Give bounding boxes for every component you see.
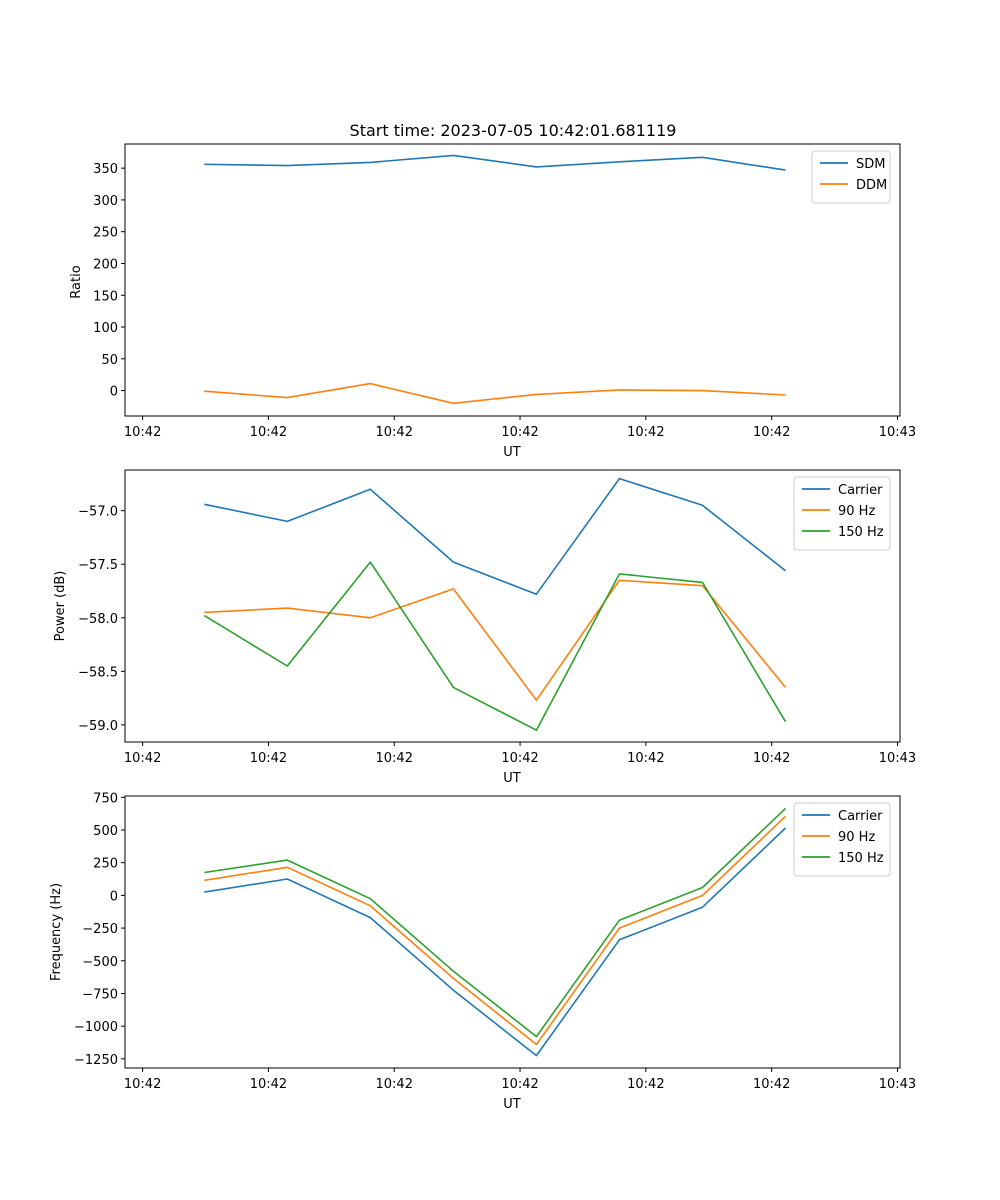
y-tick-label: −57.0 xyxy=(78,505,118,520)
x-tick-label: 10:42 xyxy=(627,751,664,766)
y-axis-ticks: −1250 −1000 −750 −500 −250 0 250 500 750 xyxy=(74,791,125,1068)
plot-frame xyxy=(124,795,901,1069)
legend-entry: 150 Hz xyxy=(838,851,884,866)
series-line-150-hz xyxy=(204,807,787,1038)
y-tick-label: 200 xyxy=(93,257,118,272)
y-axis-label: Power (dB) xyxy=(53,571,68,642)
y-axis-ticks: 0 50 100 150 200 250 300 350 xyxy=(93,162,125,400)
x-tick-label: 10:42 xyxy=(627,425,664,440)
x-tick-label: 10:43 xyxy=(879,425,916,440)
series-line-carrier xyxy=(204,477,786,596)
y-tick-label: 0 xyxy=(110,385,118,400)
x-tick-label: 10:42 xyxy=(627,1077,664,1092)
y-tick-label: −58.0 xyxy=(78,612,118,627)
x-tick-label: 10:42 xyxy=(501,1077,538,1092)
x-tick-label: 10:42 xyxy=(250,425,287,440)
x-axis-label: UT xyxy=(503,771,521,786)
legend: Carrier 90 Hz 150 Hz xyxy=(793,476,891,551)
x-tick-label: 10:42 xyxy=(376,751,413,766)
y-tick-label: 750 xyxy=(93,791,118,806)
legend: Carrier 90 Hz 150 Hz xyxy=(793,802,891,877)
x-axis-ticks: 10:42 10:42 10:42 10:42 10:42 10:42 10:43 xyxy=(124,1068,916,1092)
plot-frame xyxy=(124,469,901,743)
x-tick-label: 10:42 xyxy=(250,751,287,766)
y-axis-label: Frequency (Hz) xyxy=(49,883,64,981)
legend-box xyxy=(811,150,891,204)
x-tick-label: 10:42 xyxy=(376,425,413,440)
series-lines xyxy=(204,154,786,405)
x-tick-label: 10:43 xyxy=(879,1077,916,1092)
y-tick-label: −1000 xyxy=(74,1020,118,1035)
panel-power: −59.0−58.5−58.0−57.5−57.0 10:42 10:42 10:4… xyxy=(53,469,916,786)
x-tick-label: 10:42 xyxy=(753,751,790,766)
series-lines xyxy=(204,807,787,1057)
series-line-carrier xyxy=(204,827,787,1057)
y-tick-label: −500 xyxy=(82,955,118,970)
x-tick-label: 10:43 xyxy=(879,751,916,766)
x-axis-ticks: 10:42 10:42 10:42 10:42 10:42 10:42 10:43 xyxy=(124,416,916,440)
y-tick-label: 250 xyxy=(93,226,118,241)
y-tick-label: −57.5 xyxy=(78,558,118,573)
y-tick-label: 50 xyxy=(101,353,118,368)
legend: SDM DDM xyxy=(811,150,891,204)
y-tick-label: 250 xyxy=(93,857,118,872)
x-tick-label: 10:42 xyxy=(124,751,161,766)
legend-entry: 90 Hz xyxy=(838,504,875,519)
panel-ratio: Start time: 2023-07-05 10:42:01.681119 0… xyxy=(69,121,916,460)
y-tick-label: 300 xyxy=(93,194,118,209)
series-line-ddm xyxy=(204,382,786,405)
x-tick-label: 10:42 xyxy=(124,425,161,440)
series-line-150-hz xyxy=(203,561,787,732)
series-line-90-hz xyxy=(204,579,787,702)
y-tick-label: 100 xyxy=(93,321,118,336)
y-tick-label: 500 xyxy=(93,824,118,839)
y-tick-label: −1250 xyxy=(74,1053,118,1068)
series-lines xyxy=(203,477,787,732)
x-tick-label: 10:42 xyxy=(250,1077,287,1092)
x-axis-label: UT xyxy=(503,445,521,460)
legend-entry: 90 Hz xyxy=(838,830,875,845)
y-axis-label: Ratio xyxy=(69,265,84,298)
y-tick-label: −58.5 xyxy=(78,665,118,680)
y-tick-label: 350 xyxy=(93,162,118,177)
x-axis-ticks: 10:42 10:42 10:42 10:42 10:42 10:42 10:43 xyxy=(124,742,916,766)
x-tick-label: 10:42 xyxy=(753,425,790,440)
series-line-90-hz xyxy=(204,815,787,1046)
y-tick-label: −750 xyxy=(82,987,118,1002)
x-axis-label: UT xyxy=(503,1097,521,1112)
x-tick-label: 10:42 xyxy=(501,751,538,766)
legend-entry: Carrier xyxy=(838,809,883,824)
series-line-sdm xyxy=(204,154,786,171)
y-tick-label: −250 xyxy=(82,922,118,937)
y-tick-label: 0 xyxy=(110,889,118,904)
x-tick-label: 10:42 xyxy=(376,1077,413,1092)
x-tick-label: 10:42 xyxy=(124,1077,161,1092)
legend-entry: DDM xyxy=(856,178,887,193)
x-tick-label: 10:42 xyxy=(501,425,538,440)
y-tick-label: −59.0 xyxy=(78,719,118,734)
y-axis-ticks: −59.0 −58.5 −58.0 −57.5 −57.0 xyxy=(78,505,125,734)
x-tick-label: 10:42 xyxy=(753,1077,790,1092)
y-tick-label: 150 xyxy=(93,289,118,304)
plot-frame xyxy=(124,143,901,417)
legend-entry: 150 Hz xyxy=(838,525,884,540)
legend-entry: Carrier xyxy=(838,483,883,498)
legend-entry: SDM xyxy=(856,157,885,172)
chart-title: Start time: 2023-07-05 10:42:01.681119 xyxy=(350,121,677,140)
